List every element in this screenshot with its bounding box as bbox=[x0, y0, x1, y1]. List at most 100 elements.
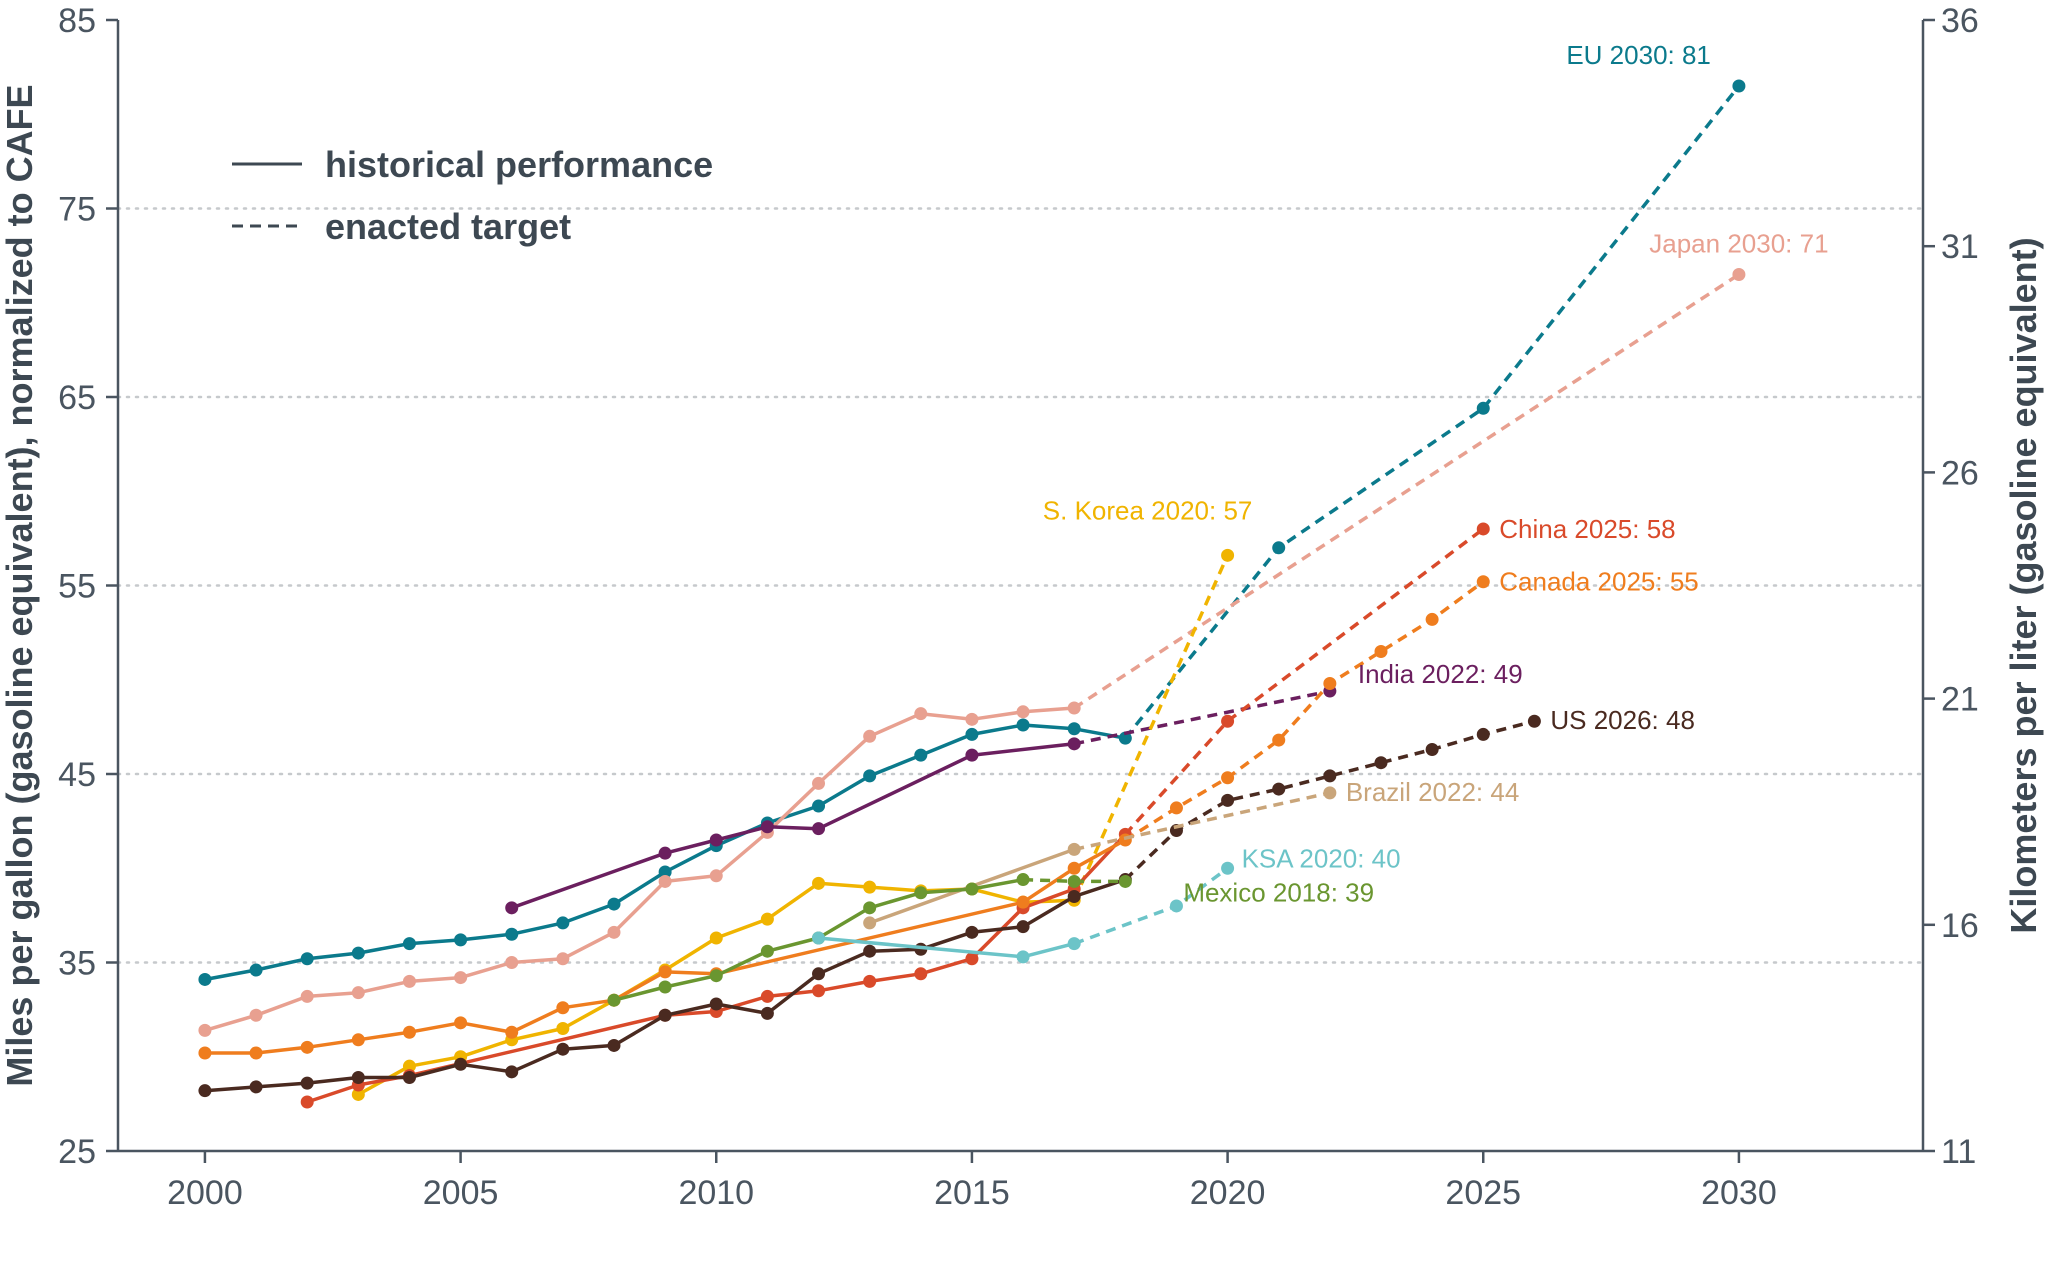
data-point bbox=[351, 1087, 365, 1101]
target-line-japan bbox=[1073, 273, 1740, 710]
tick-marks: 25 35 45 55 65 75 85 11 16 21 26 31 36 2000 2005 2010 20… bbox=[58, 2, 1979, 1212]
target-point bbox=[1221, 714, 1235, 728]
target-point bbox=[1425, 742, 1439, 756]
target-point bbox=[1476, 575, 1490, 589]
target-point bbox=[1272, 782, 1286, 796]
data-point bbox=[812, 822, 826, 836]
target-point bbox=[1221, 793, 1235, 807]
target-point bbox=[1169, 801, 1183, 815]
x-tick-label: 2030 bbox=[1701, 1174, 1777, 1212]
data-point bbox=[1067, 861, 1081, 875]
data-point bbox=[965, 712, 979, 726]
target-point bbox=[1169, 899, 1183, 913]
data-point bbox=[1067, 937, 1081, 951]
data-point bbox=[351, 986, 365, 1000]
data-point bbox=[658, 980, 672, 994]
data-point bbox=[914, 748, 928, 762]
data-point bbox=[454, 1016, 468, 1030]
series-label-china: China 2025: 58 bbox=[1499, 514, 1675, 544]
target-point bbox=[1323, 769, 1337, 783]
target-point bbox=[1732, 267, 1746, 281]
data-point bbox=[249, 1008, 263, 1022]
data-point bbox=[249, 1080, 263, 1094]
series-label-us: US 2026: 48 bbox=[1550, 705, 1695, 735]
target-point bbox=[1476, 401, 1490, 415]
data-point bbox=[1016, 950, 1030, 964]
data-point bbox=[351, 946, 365, 960]
data-point bbox=[351, 1033, 365, 1047]
series-label-japan: Japan 2030: 71 bbox=[1649, 228, 1828, 258]
data-point bbox=[505, 901, 519, 915]
historical-line-india bbox=[509, 742, 1076, 910]
data-point bbox=[709, 869, 723, 883]
x-tick-label: 2000 bbox=[167, 1174, 243, 1212]
data-point bbox=[1016, 718, 1030, 732]
data-point bbox=[760, 989, 774, 1003]
data-point bbox=[300, 989, 314, 1003]
legend: historical performance enacted target bbox=[232, 144, 713, 247]
series-label-ksa: KSA 2020: 40 bbox=[1242, 843, 1401, 873]
target-point bbox=[1221, 548, 1235, 562]
x-tick-label: 2005 bbox=[423, 1174, 499, 1212]
data-point bbox=[812, 799, 826, 813]
data-point bbox=[505, 1065, 519, 1079]
legend-target-label: enacted target bbox=[325, 206, 571, 247]
data-point bbox=[760, 1006, 774, 1020]
data-point bbox=[402, 974, 416, 988]
target-point bbox=[1732, 79, 1746, 93]
series-label-s-korea: S. Korea 2020: 57 bbox=[1043, 495, 1253, 525]
series-label-eu: EU 2030: 81 bbox=[1566, 40, 1711, 70]
target-point bbox=[1476, 727, 1490, 741]
x-tick-label: 2010 bbox=[678, 1174, 754, 1212]
series-china bbox=[300, 522, 1490, 1109]
y2-axis-title: Kilometers per liter (gasoline equivalen… bbox=[2003, 237, 2044, 933]
data-point bbox=[454, 933, 468, 947]
data-point bbox=[556, 1042, 570, 1056]
y-tick-label: 35 bbox=[58, 945, 96, 983]
y-tick-label: 75 bbox=[58, 191, 96, 229]
data-point bbox=[300, 1076, 314, 1090]
x-tick-label: 2015 bbox=[934, 1174, 1010, 1212]
data-point bbox=[863, 880, 877, 894]
y-axis-title: Miles per gallon (gasoline equivalent), … bbox=[0, 84, 40, 1086]
data-point bbox=[556, 1001, 570, 1015]
data-point bbox=[914, 707, 928, 721]
data-point bbox=[709, 931, 723, 945]
x-tick-label: 2020 bbox=[1190, 1174, 1266, 1212]
data-point bbox=[658, 965, 672, 979]
y2-tick-label: 21 bbox=[1941, 681, 1979, 719]
data-point bbox=[863, 916, 877, 930]
target-line-us bbox=[1124, 719, 1535, 881]
data-point bbox=[1016, 873, 1030, 887]
target-point bbox=[1374, 644, 1388, 658]
data-point bbox=[812, 967, 826, 981]
data-point bbox=[812, 984, 826, 998]
target-line-eu bbox=[1123, 84, 1741, 740]
y-tick-label: 85 bbox=[58, 2, 96, 40]
data-point bbox=[505, 1025, 519, 1039]
target-point bbox=[1476, 522, 1490, 536]
data-point bbox=[556, 952, 570, 966]
target-point bbox=[1221, 861, 1235, 875]
historical-line-canada bbox=[203, 838, 1128, 1055]
data-point bbox=[965, 748, 979, 762]
data-point bbox=[812, 931, 826, 945]
series-japan bbox=[198, 267, 1746, 1037]
y2-tick-label: 36 bbox=[1941, 2, 1979, 40]
data-point bbox=[249, 1046, 263, 1060]
target-point bbox=[1272, 733, 1286, 747]
data-point bbox=[198, 972, 212, 986]
target-point bbox=[1425, 612, 1439, 626]
series-label-canada: Canada 2025: 55 bbox=[1499, 567, 1699, 597]
target-line-india bbox=[1073, 689, 1331, 746]
data-point bbox=[198, 1023, 212, 1037]
series-label-brazil: Brazil 2022: 44 bbox=[1346, 777, 1519, 807]
series-india bbox=[505, 684, 1337, 915]
target-point bbox=[1374, 756, 1388, 770]
series-s-korea bbox=[351, 548, 1235, 1101]
data-point bbox=[300, 952, 314, 966]
data-point bbox=[607, 897, 621, 911]
y-tick-label: 25 bbox=[58, 1133, 96, 1171]
data-point bbox=[658, 1008, 672, 1022]
